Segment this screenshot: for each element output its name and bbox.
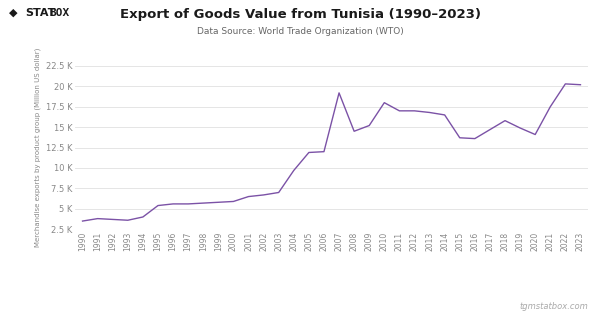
Text: Export of Goods Value from Tunisia (1990–2023): Export of Goods Value from Tunisia (1990… — [119, 8, 481, 21]
Text: Data Source: World Trade Organization (WTO): Data Source: World Trade Organization (W… — [197, 27, 403, 36]
Text: ◆: ◆ — [9, 8, 17, 18]
Text: BOX: BOX — [49, 8, 70, 18]
Text: tgmstatbox.com: tgmstatbox.com — [519, 302, 588, 311]
Text: STAT: STAT — [25, 8, 56, 18]
Y-axis label: Merchandise exports by product group (Million US dollar): Merchandise exports by product group (Mi… — [35, 48, 41, 247]
